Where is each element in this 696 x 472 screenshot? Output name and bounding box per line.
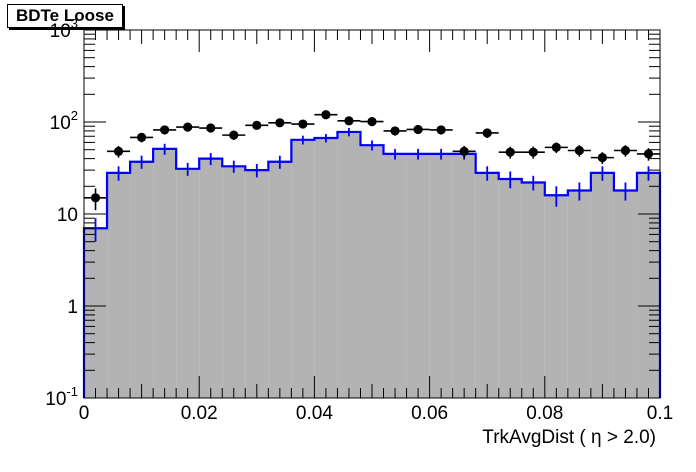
data-point (229, 130, 239, 140)
x-tick-label: 0 (79, 403, 90, 424)
y-tick-label: 10-1 (45, 384, 78, 410)
x-tick-label: 0.02 (181, 403, 218, 424)
data-point (390, 126, 400, 136)
mc-bar (245, 170, 269, 398)
mc-bar (429, 153, 453, 398)
data-point (275, 118, 285, 128)
data-point (137, 132, 147, 143)
mc-bar (268, 161, 292, 398)
data-point (367, 117, 377, 127)
data-point (551, 142, 561, 152)
data-point (459, 146, 469, 156)
mc-bar (222, 166, 246, 398)
data-point (113, 146, 124, 156)
mc-bar (613, 190, 637, 398)
y-tick-label: 102 (50, 108, 78, 134)
data-point (321, 110, 331, 120)
mc-bar (383, 153, 407, 398)
mc-bar (360, 145, 384, 398)
mc-bar (406, 153, 430, 398)
chart-title: BDTe Loose (7, 4, 123, 28)
y-tick-label: 103 (50, 16, 78, 42)
y-tick-label: 10 (57, 205, 78, 226)
data-point (482, 128, 492, 138)
data-points-layer (84, 110, 660, 211)
data-point (436, 125, 446, 135)
mc-bar (153, 148, 177, 398)
x-axis-title: TrkAvgDist ( η > 2.0) (482, 427, 656, 448)
x-tick-label: 0.04 (296, 403, 333, 424)
mc-bar (291, 139, 315, 399)
data-point (574, 145, 584, 156)
mc-bar (544, 195, 568, 398)
data-point (90, 193, 101, 203)
data-point (643, 149, 654, 159)
mc-bar (452, 153, 476, 398)
data-point (344, 116, 354, 126)
mc-bar (107, 172, 131, 398)
mc-bar (498, 179, 522, 398)
data-point (206, 123, 216, 133)
mc-bar (590, 172, 614, 398)
mc-bar (337, 131, 361, 398)
axes: 10-1 1 10 102 103 0 0.02 0.04 0.06 0.08 0.1 (45, 16, 673, 424)
data-point (505, 147, 515, 157)
mc-outline (82, 130, 662, 398)
data-point (413, 124, 423, 135)
data-point (298, 119, 308, 129)
data-point (252, 120, 262, 130)
mc-histogram-outline-layer (82, 128, 662, 398)
mc-bar (314, 138, 338, 399)
mc-histogram-fill-layer (84, 131, 660, 399)
data-point (528, 147, 538, 157)
mc-bar (636, 172, 660, 398)
y-tick-label: 1 (67, 297, 78, 318)
mc-bar (84, 228, 108, 398)
data-point (183, 122, 193, 132)
mc-bar (567, 190, 591, 398)
data-point (160, 125, 170, 135)
mc-bar (130, 161, 154, 398)
x-tick-label: 0.06 (411, 403, 448, 424)
mc-bar (521, 182, 545, 398)
data-point (620, 145, 631, 156)
x-tick-label: 0.1 (647, 403, 673, 424)
mc-bar (176, 168, 200, 398)
mc-bar (475, 172, 499, 398)
x-tick-label: 0.08 (526, 403, 563, 424)
data-point (597, 153, 608, 163)
mc-bar (199, 158, 223, 398)
